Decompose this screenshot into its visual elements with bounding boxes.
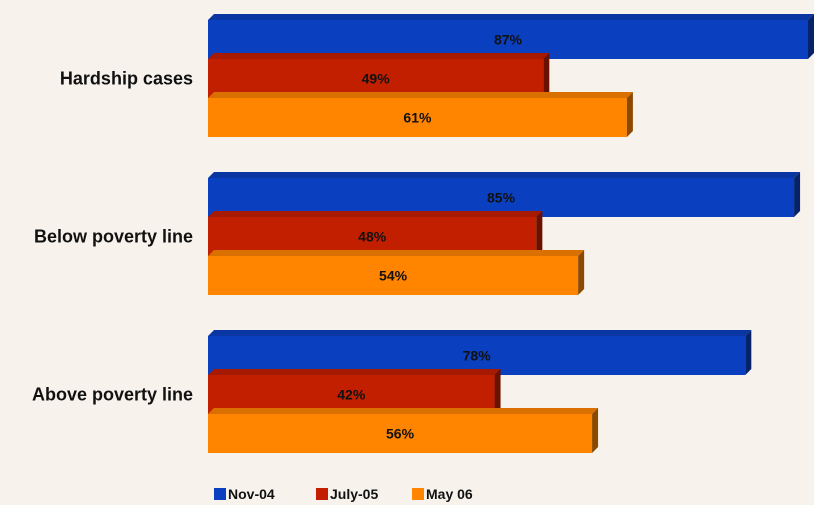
legend-swatch: [412, 488, 424, 500]
legend-label: July-05: [330, 486, 378, 502]
bar-side-face: [592, 408, 599, 453]
bar-value-label: 49%: [362, 71, 391, 87]
bar-front-face: [208, 217, 537, 256]
bar-nov-04: 78%: [208, 330, 752, 375]
category-label: Hardship cases: [60, 69, 193, 89]
bar-top-face: [208, 172, 801, 178]
bar-side-face: [808, 14, 814, 59]
bar-value-label: 85%: [487, 190, 516, 206]
legend-item: July-05: [316, 486, 378, 502]
category-label: Below poverty line: [34, 227, 193, 247]
bar-side-face: [794, 172, 801, 217]
bar-front-face: [208, 375, 495, 414]
bar-front-face: [208, 178, 795, 217]
bar-top-face: [208, 211, 543, 217]
legend-label: May 06: [426, 486, 473, 502]
bar-value-label: 87%: [494, 32, 523, 48]
bar-july-05: 49%: [208, 53, 550, 98]
bar-value-label: 42%: [337, 387, 366, 403]
bar-front-face: [208, 98, 627, 137]
bar-side-face: [745, 330, 752, 375]
legend-swatch: [214, 488, 226, 500]
bars: 87% 49% 61% 85% 48% 54% 78% 42% 56%: [208, 14, 814, 453]
bar-side-face: [494, 369, 501, 414]
bar-value-label: 48%: [358, 229, 387, 245]
bar-front-face: [208, 336, 746, 375]
bar-top-face: [208, 408, 599, 414]
bar-value-label: 78%: [463, 348, 492, 364]
legend-label: Nov-04: [228, 486, 275, 502]
bar-may-06: 61%: [208, 92, 633, 137]
legend-item: May 06: [412, 486, 473, 502]
bar-front-face: [208, 414, 593, 453]
bar-july-05: 48%: [208, 211, 543, 256]
bar-may-06: 56%: [208, 408, 599, 453]
bar-nov-04: 85%: [208, 172, 801, 217]
bar-top-face: [208, 92, 633, 98]
category-labels: Hardship cases Below poverty line Above po…: [32, 69, 193, 405]
bar-top-face: [208, 53, 550, 59]
bar-front-face: [208, 256, 579, 295]
bar-side-face: [536, 211, 543, 256]
bar-top-face: [208, 330, 752, 336]
bar-front-face: [208, 20, 808, 59]
bar-value-label: 54%: [379, 268, 408, 284]
bar-july-05: 42%: [208, 369, 501, 414]
bar-front-face: [208, 59, 544, 98]
bar-may-06: 54%: [208, 250, 585, 295]
bar-nov-04: 87%: [208, 14, 814, 59]
legend-swatch: [316, 488, 328, 500]
bar-top-face: [208, 14, 814, 20]
bar-value-label: 56%: [386, 426, 415, 442]
bar-side-face: [626, 92, 633, 137]
bar-value-label: 61%: [403, 110, 432, 126]
bar-side-face: [578, 250, 585, 295]
legend: Nov-04 July-05 May 06: [214, 486, 473, 502]
bar-top-face: [208, 369, 501, 375]
legend-item: Nov-04: [214, 486, 275, 502]
bar-top-face: [208, 250, 585, 256]
bar-side-face: [543, 53, 550, 98]
category-label: Above poverty line: [32, 385, 193, 405]
